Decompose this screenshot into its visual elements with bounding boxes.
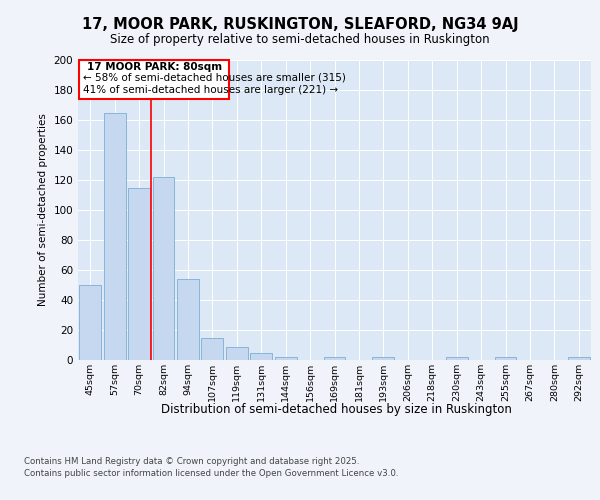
Bar xyxy=(568,357,590,360)
Bar xyxy=(202,338,223,360)
Text: 41% of semi-detached houses are larger (221) →: 41% of semi-detached houses are larger (… xyxy=(83,84,338,95)
Bar xyxy=(494,357,517,360)
Bar xyxy=(373,357,394,360)
Bar xyxy=(446,357,467,360)
Text: Contains HM Land Registry data © Crown copyright and database right 2025.: Contains HM Land Registry data © Crown c… xyxy=(24,458,359,466)
Bar xyxy=(323,357,346,360)
Bar xyxy=(152,177,175,360)
Bar xyxy=(275,357,296,360)
Y-axis label: Number of semi-detached properties: Number of semi-detached properties xyxy=(38,114,48,306)
Bar xyxy=(226,346,248,360)
Bar xyxy=(177,279,199,360)
Text: Distribution of semi-detached houses by size in Ruskington: Distribution of semi-detached houses by … xyxy=(161,402,511,415)
FancyBboxPatch shape xyxy=(79,60,229,99)
Text: Size of property relative to semi-detached houses in Ruskington: Size of property relative to semi-detach… xyxy=(110,32,490,46)
Text: ← 58% of semi-detached houses are smaller (315): ← 58% of semi-detached houses are smalle… xyxy=(83,72,346,83)
Bar xyxy=(79,285,101,360)
Bar xyxy=(128,188,150,360)
Bar xyxy=(250,352,272,360)
Text: 17 MOOR PARK: 80sqm: 17 MOOR PARK: 80sqm xyxy=(87,62,222,72)
Text: 17, MOOR PARK, RUSKINGTON, SLEAFORD, NG34 9AJ: 17, MOOR PARK, RUSKINGTON, SLEAFORD, NG3… xyxy=(82,18,518,32)
Bar xyxy=(104,112,125,360)
Text: Contains public sector information licensed under the Open Government Licence v3: Contains public sector information licen… xyxy=(24,469,398,478)
